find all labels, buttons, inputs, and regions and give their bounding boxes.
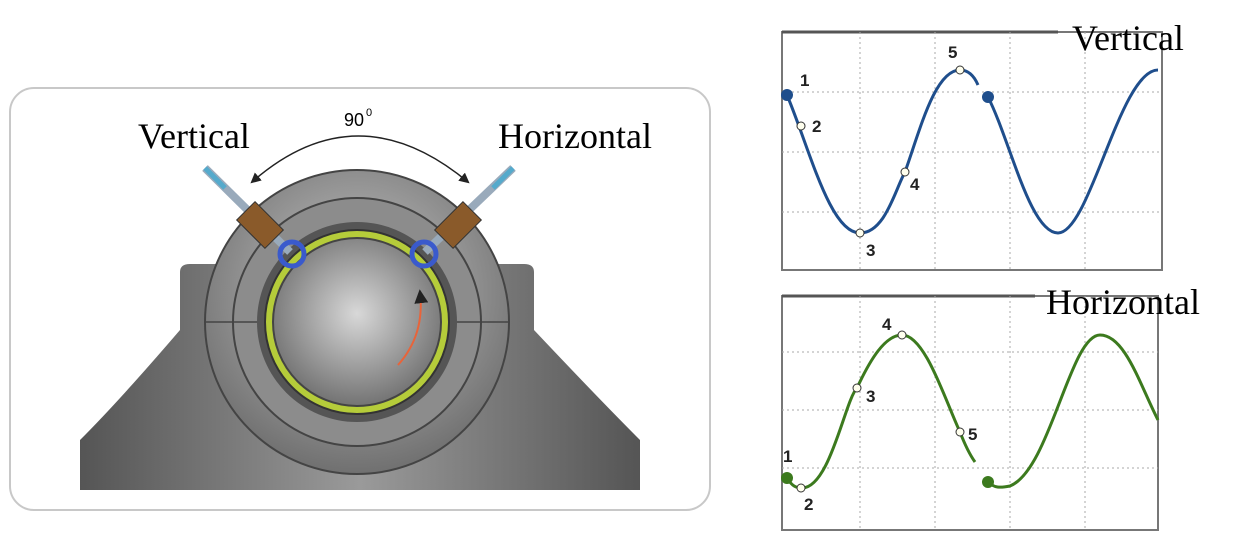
grid (782, 32, 1162, 270)
plot-frame (781, 295, 1159, 531)
sensor-label: Vertical (138, 116, 250, 156)
point-label: 3 (866, 241, 875, 260)
point-label: 1 (800, 71, 809, 90)
vertical-sensor (202, 165, 307, 269)
bearing-panel: 90 0 Vertical Horizontal (9, 87, 711, 511)
point-label: 2 (804, 495, 813, 514)
grid (782, 296, 1158, 530)
angle-arrow (250, 135, 470, 184)
point-label: 4 (882, 315, 892, 334)
sensor-label: Horizontal (498, 116, 652, 156)
wave (986, 333, 1160, 489)
angle-label: 90 (344, 110, 364, 130)
horizontal-sensor (409, 165, 516, 269)
point-label: 1 (783, 447, 792, 466)
rotation-arrow (397, 289, 429, 366)
vertical-waveform: 1 2 3 4 5 Vertical (781, 18, 1184, 271)
point-label: 5 (968, 425, 977, 444)
plot-title: Vertical (1072, 18, 1184, 58)
plot-title: Horizontal (1046, 282, 1200, 322)
angle-superscript: 0 (366, 107, 372, 119)
point-label: 5 (948, 43, 957, 62)
horizontal-waveform: 1 2 3 4 5 Horizontal (781, 282, 1200, 531)
plot-frame (781, 31, 1163, 271)
point-label: 3 (866, 387, 875, 406)
point-label: 4 (910, 175, 920, 194)
point-label: 2 (812, 117, 821, 136)
wave (986, 68, 1159, 235)
